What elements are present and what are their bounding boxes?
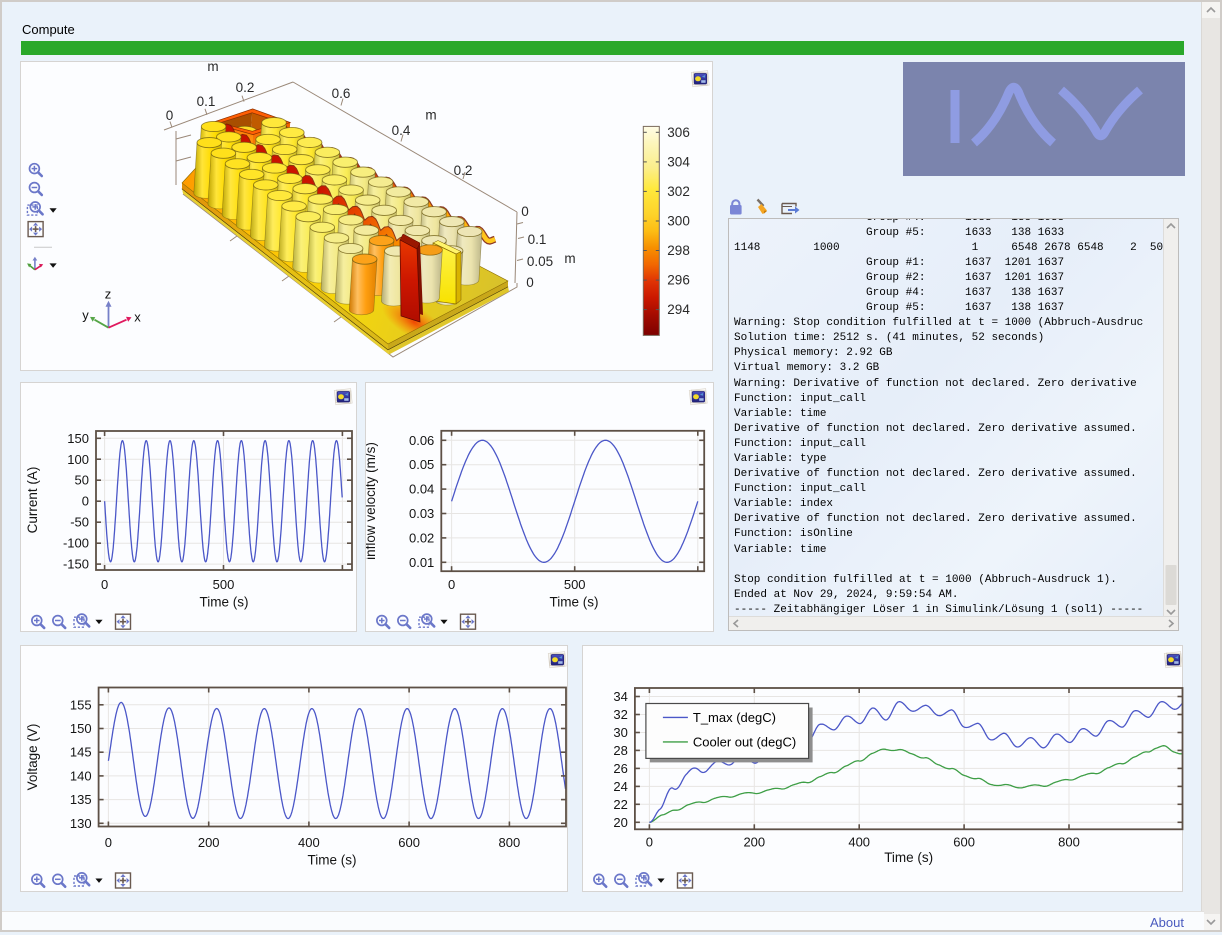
svg-text:0.01: 0.01 — [409, 555, 434, 570]
svg-text:130: 130 — [70, 816, 92, 831]
svg-text:150: 150 — [70, 721, 92, 736]
svg-text:0.05: 0.05 — [527, 254, 553, 269]
svg-text:135: 135 — [70, 792, 92, 807]
svg-text:500: 500 — [564, 577, 586, 592]
svg-text:0.05: 0.05 — [409, 457, 434, 472]
svg-text:0: 0 — [526, 275, 534, 290]
svg-text:500: 500 — [213, 577, 235, 592]
svg-text:300: 300 — [667, 214, 690, 229]
svg-text:-100: -100 — [63, 536, 89, 551]
svg-text:400: 400 — [848, 835, 870, 850]
svg-text:150: 150 — [67, 431, 89, 446]
svg-text:22: 22 — [613, 797, 627, 812]
svg-text:0: 0 — [521, 204, 529, 219]
svg-text:304: 304 — [667, 154, 690, 169]
svg-text:140: 140 — [70, 768, 92, 783]
svg-text:50: 50 — [75, 473, 89, 488]
svg-text:Time (s): Time (s) — [200, 595, 249, 610]
svg-text:28: 28 — [613, 743, 627, 758]
svg-text:298: 298 — [667, 243, 690, 258]
svg-text:0: 0 — [105, 835, 112, 850]
svg-text:0.4: 0.4 — [392, 123, 411, 138]
svg-text:T_max (degC): T_max (degC) — [693, 710, 776, 725]
svg-text:0: 0 — [82, 494, 89, 509]
svg-text:Cooler out (degC): Cooler out (degC) — [693, 734, 796, 749]
svg-text:inflow velocity (m/s): inflow velocity (m/s) — [366, 442, 378, 560]
svg-text:200: 200 — [743, 835, 765, 850]
svg-text:155: 155 — [70, 697, 92, 712]
svg-text:Time (s): Time (s) — [884, 850, 933, 865]
svg-text:z: z — [105, 287, 112, 302]
svg-text:200: 200 — [198, 835, 220, 850]
svg-text:0.1: 0.1 — [197, 94, 216, 109]
svg-text:0: 0 — [646, 835, 653, 850]
svg-text:0.02: 0.02 — [409, 530, 434, 545]
svg-text:24: 24 — [613, 779, 627, 794]
svg-text:306: 306 — [667, 125, 690, 140]
svg-text:0.06: 0.06 — [409, 433, 434, 448]
svg-text:34: 34 — [613, 689, 627, 704]
svg-text:302: 302 — [667, 184, 690, 199]
svg-text:20: 20 — [613, 815, 627, 830]
svg-text:600: 600 — [398, 835, 420, 850]
svg-text:0: 0 — [166, 108, 174, 123]
svg-text:0.1: 0.1 — [528, 232, 547, 247]
svg-text:400: 400 — [298, 835, 320, 850]
svg-text:145: 145 — [70, 745, 92, 760]
svg-text:x: x — [134, 310, 141, 325]
svg-text:0.04: 0.04 — [409, 482, 434, 497]
svg-text:m: m — [207, 62, 218, 74]
svg-text:Time (s): Time (s) — [308, 853, 357, 868]
svg-text:0.03: 0.03 — [409, 506, 434, 521]
svg-text:Current (A): Current (A) — [25, 467, 40, 534]
svg-text:800: 800 — [499, 835, 521, 850]
svg-text:y: y — [82, 308, 89, 323]
svg-text:294: 294 — [667, 302, 690, 317]
svg-text:-50: -50 — [70, 515, 89, 530]
svg-text:Voltage (V): Voltage (V) — [25, 724, 40, 791]
svg-text:-150: -150 — [63, 557, 89, 572]
svg-text:0.6: 0.6 — [332, 86, 351, 101]
svg-text:100: 100 — [67, 452, 89, 467]
svg-text:0: 0 — [448, 577, 455, 592]
svg-text:0.2: 0.2 — [236, 80, 255, 95]
svg-text:32: 32 — [613, 707, 627, 722]
svg-text:30: 30 — [613, 725, 627, 740]
svg-text:600: 600 — [953, 835, 975, 850]
svg-text:0.2: 0.2 — [454, 163, 473, 178]
svg-text:296: 296 — [667, 273, 690, 288]
svg-text:m: m — [564, 251, 575, 266]
svg-text:26: 26 — [613, 761, 627, 776]
svg-text:0: 0 — [101, 577, 108, 592]
svg-text:800: 800 — [1058, 835, 1080, 850]
svg-text:Time (s): Time (s) — [550, 595, 599, 610]
svg-text:m: m — [425, 108, 436, 123]
